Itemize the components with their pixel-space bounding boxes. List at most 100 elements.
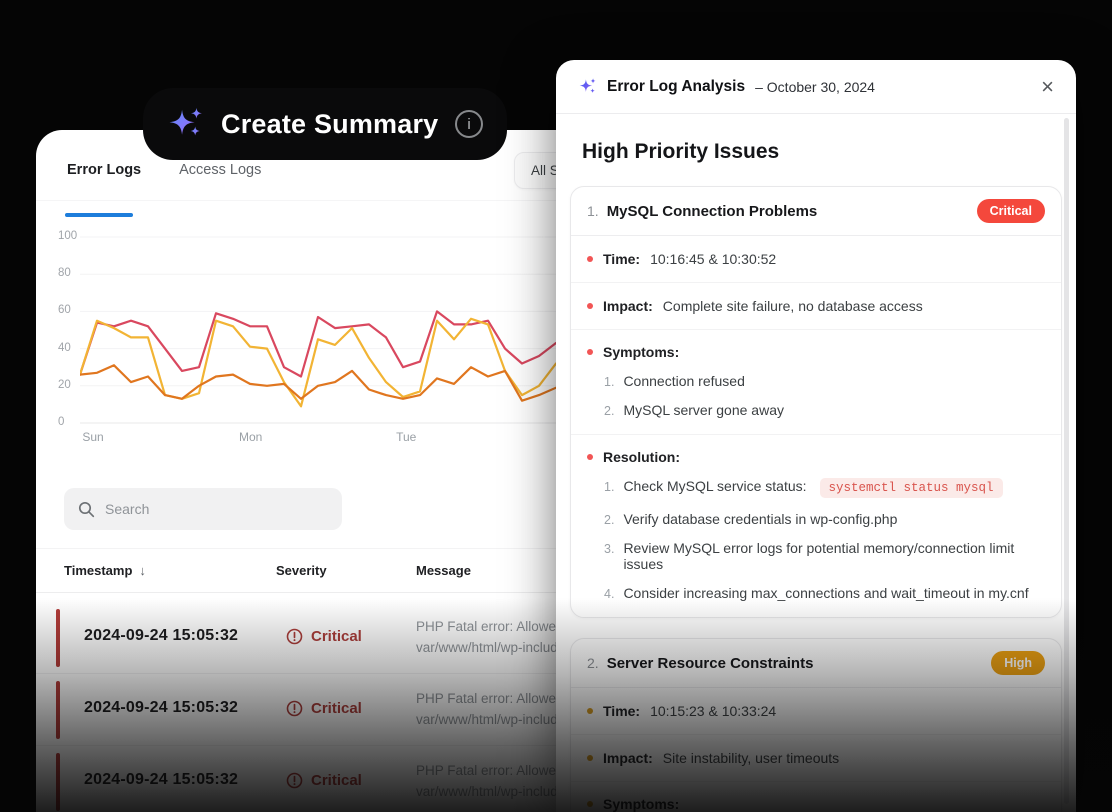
row-timestamp: 2024-09-24 15:05:32 <box>84 699 239 716</box>
list-item: 2. Verify database credentials in wp-con… <box>604 511 1045 527</box>
list-item-number: 2. <box>604 513 615 527</box>
create-summary-label: Create Summary <box>221 108 439 139</box>
y-tick-label: 100 <box>58 230 78 242</box>
modal-header: Error Log Analysis – October 30, 2024 × <box>556 60 1076 114</box>
row-message-line1: PHP Fatal error: Allowed <box>416 763 564 778</box>
tab-access-logs-label: Access Logs <box>179 162 262 178</box>
issue-resolution-row: Resolution: 1. Check MySQL service statu… <box>571 434 1061 617</box>
row-label: Time: <box>603 703 641 719</box>
row-severity: Critical <box>286 700 362 717</box>
issue-number: 1. <box>587 203 599 219</box>
modal-date: – October 30, 2024 <box>755 78 875 95</box>
bullet-dot <box>587 708 593 714</box>
scrollbar[interactable] <box>1064 118 1069 804</box>
issue-card-mysql: 1. MySQL Connection Problems Critical Ti… <box>570 186 1062 618</box>
list-heading: Symptoms: <box>587 344 1045 360</box>
tab-error-logs[interactable]: Error Logs <box>65 162 141 217</box>
row-message-line1: PHP Fatal error: Allowed <box>416 619 564 634</box>
bullet-dot <box>587 256 593 262</box>
row-label: Symptoms: <box>603 796 680 812</box>
timestamp-header-label: Timestamp <box>64 563 133 578</box>
alert-circle-icon <box>286 772 303 789</box>
modal-body: High Priority Issues 1. MySQL Connection… <box>556 114 1076 812</box>
y-tick-label: 20 <box>58 378 71 391</box>
list-item-number: 1. <box>604 480 615 494</box>
chart-line-orange <box>80 364 556 402</box>
create-summary-button[interactable]: Create Summary i <box>143 88 507 160</box>
bullet-dot <box>587 454 593 460</box>
row-severity-label: Critical <box>311 700 362 717</box>
row-severity-label: Critical <box>311 772 362 789</box>
alert-circle-icon <box>286 700 303 717</box>
bullet-dot <box>587 801 593 807</box>
table-top-divider <box>36 548 696 549</box>
sort-desc-icon: ↓ <box>139 563 146 578</box>
row-timestamp: 2024-09-24 15:05:32 <box>84 627 239 644</box>
tabs-divider <box>36 200 696 201</box>
alert-circle-icon <box>286 628 303 645</box>
chart-x-labels: Sun Mon Tue <box>80 430 556 448</box>
search-input[interactable] <box>105 501 328 517</box>
row-value: 10:15:23 & 10:33:24 <box>650 703 777 719</box>
y-tick-label: 0 <box>58 416 65 428</box>
severity-bar <box>56 681 60 739</box>
issue-number: 2. <box>587 655 599 671</box>
issue-impact-row: Impact: Site instability, user timeouts <box>571 734 1061 781</box>
modal-title: Error Log Analysis <box>607 77 746 95</box>
issue-card-body: Time: 10:15:23 & 10:33:24 Impact: Site i… <box>571 688 1061 812</box>
row-label: Time: <box>603 251 641 267</box>
row-value: Complete site failure, no database acces… <box>662 298 923 314</box>
list-item-text: Review MySQL error logs for potential me… <box>623 540 1015 572</box>
issue-card-body: Time: 10:16:45 & 10:30:52 Impact: Comple… <box>571 236 1061 617</box>
list-item-text: Check MySQL service status: <box>623 478 807 494</box>
issue-card-header: 2. Server Resource Constraints High <box>571 639 1061 688</box>
active-tab-underline <box>65 213 133 217</box>
row-message-line2: var/www/html/wp-includ <box>416 784 558 799</box>
list-heading: Resolution: <box>587 449 1045 465</box>
issue-symptoms-row: Symptoms: 1. Connection refused 2. MySQL… <box>571 329 1061 434</box>
tab-access-logs[interactable]: Access Logs <box>179 162 261 192</box>
row-value: Site instability, user timeouts <box>662 750 840 766</box>
severity-bar <box>56 609 60 667</box>
list-item: 4. Consider increasing max_connections a… <box>604 585 1045 601</box>
row-message-line2: var/www/html/wp-includ <box>416 640 558 655</box>
sparkle-icon <box>169 107 202 136</box>
issue-title: MySQL Connection Problems <box>606 202 818 220</box>
y-tick-label: 40 <box>58 341 71 354</box>
x-tick-label: Sun <box>82 430 104 444</box>
chart-line-yellow <box>80 317 556 408</box>
x-tick-label: Mon <box>238 430 263 444</box>
list-item-text: Verify database credentials in wp-config… <box>623 511 898 527</box>
list-item-text: MySQL server gone away <box>623 402 784 418</box>
error-frequency-chart: 0 20 40 60 80 100 Sun Mon Tue <box>58 226 556 456</box>
list-item-number: 4. <box>604 587 615 601</box>
search-box[interactable] <box>64 488 342 530</box>
info-glyph: i <box>467 115 471 133</box>
row-message-line2: var/www/html/wp-includ <box>416 712 558 727</box>
table-header: Timestamp ↓ Severity Message <box>36 563 696 583</box>
row-label: Impact: <box>603 750 653 766</box>
bullet-dot <box>587 755 593 761</box>
row-label: Resolution: <box>603 449 680 465</box>
row-severity: Critical <box>286 772 362 789</box>
issue-card-resources: 2. Server Resource Constraints High Time… <box>570 638 1062 812</box>
column-header-timestamp[interactable]: Timestamp ↓ <box>64 563 146 578</box>
list-item: 1. Connection refused <box>604 373 1045 389</box>
issue-card-header: 1. MySQL Connection Problems Critical <box>571 187 1061 236</box>
severity-bar <box>56 753 60 811</box>
list-item: 2. MySQL server gone away <box>604 402 1045 418</box>
table-header-divider <box>36 592 696 593</box>
section-title: High Priority Issues <box>582 140 780 163</box>
row-label: Impact: <box>603 298 653 314</box>
issue-symptoms-row: Symptoms: 1. Memory exhaustion (268MB li… <box>571 781 1061 812</box>
list-item-number: 2. <box>604 404 615 418</box>
close-icon[interactable]: × <box>1041 73 1054 99</box>
issue-impact-row: Impact: Complete site failure, no databa… <box>571 282 1061 329</box>
list-item-text: Consider increasing max_connections and … <box>623 585 1029 601</box>
error-log-analysis-modal: Error Log Analysis – October 30, 2024 × … <box>556 60 1076 812</box>
x-tick-label: Tue <box>396 430 417 444</box>
y-tick-label: 60 <box>58 304 71 317</box>
info-icon[interactable]: i <box>455 110 483 138</box>
list-item-number: 1. <box>604 375 615 389</box>
